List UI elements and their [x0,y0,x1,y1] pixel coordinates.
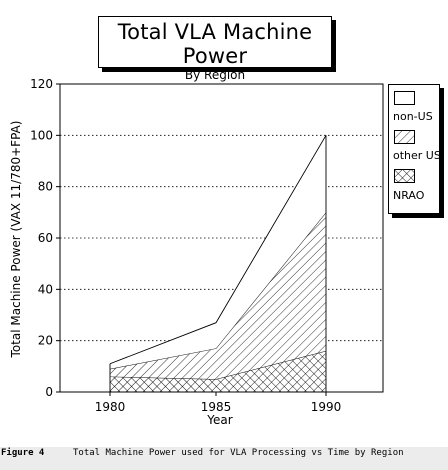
y-tick-label: 40 [38,282,53,296]
legend-label-nrao: NRAO [393,189,425,202]
chart-title: Total VLA Machine Power [117,20,313,68]
y-tick-label: 100 [30,128,53,142]
area-nrao [110,350,326,392]
y-tick-label: 20 [38,334,53,348]
figure-label: Figure 4 [1,448,45,458]
legend-swatch-nrao [394,169,415,183]
y-axis-label: Total Machine Power (VAX 11/780+FPA) [9,120,23,358]
chart-plot: 0 20 40 60 80 100 120 1980 1985 1990 [30,77,384,414]
x-tick-label: 1985 [201,400,232,414]
line-non-us [109,135,327,365]
caption-background [0,447,448,470]
area-non-us [110,135,326,369]
legend-swatch-non-us [394,91,415,105]
area-series-group [109,135,327,392]
figure-caption: Total Machine Power used for VLA Process… [73,448,404,458]
area-other-us [110,212,326,380]
y-tick-label: 0 [45,385,53,399]
x-tick-label: 1980 [95,400,126,414]
x-axis-label: Year [207,413,233,427]
legend-label-non-us: non-US [393,110,433,123]
y-tick-label: 60 [38,231,53,245]
chart-subtitle: By Region [184,68,246,82]
axes: 0 20 40 60 80 100 120 1980 1985 1990 [30,77,384,414]
gridlines [60,134,383,342]
chart-title-box: Total VLA Machine Power By Region [98,16,332,82]
legend-label-other-us: other US [393,149,441,162]
legend-swatch-other-us [394,130,415,144]
x-tick-label: 1990 [311,400,342,414]
legend: non-US other US NRAO [388,84,441,214]
y-tick-label: 120 [30,77,53,91]
y-tick-label: 80 [38,180,53,194]
